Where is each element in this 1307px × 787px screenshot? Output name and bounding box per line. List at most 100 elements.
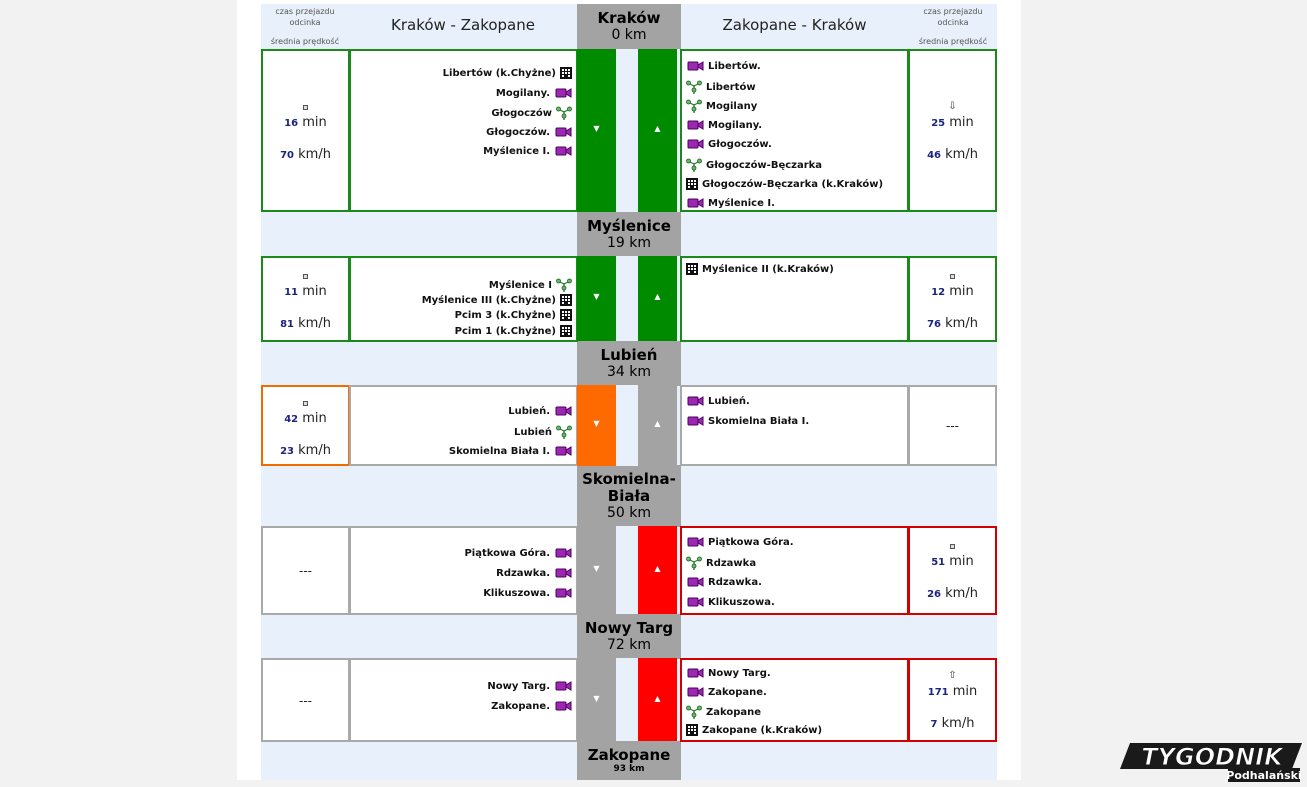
- camera-icon: [554, 87, 572, 99]
- no-data: ---: [299, 694, 312, 708]
- unit-min: min: [302, 284, 327, 299]
- segment-1-right-stats: ⇩ 25 min 46 km/h: [908, 49, 997, 212]
- measurement-point[interactable]: Myślenice III (k.Chyżne): [422, 293, 572, 307]
- measurement-point[interactable]: Rdzawka.: [686, 576, 762, 589]
- segment-5-right-points: Nowy Targ. Zakopane. Zakopane Zakopane (k.K…: [680, 658, 909, 742]
- measurement-point[interactable]: Klikuszowa.: [686, 596, 775, 609]
- measurement-point[interactable]: Rdzawka.: [496, 567, 572, 580]
- camera-icon: [554, 146, 572, 157]
- measurement-point[interactable]: Głogoczów.: [686, 138, 772, 151]
- caption-line: czas przejazdu: [275, 7, 335, 16]
- lane-divider: [616, 658, 638, 741]
- segment-3-lane-northbound[interactable]: ▲: [638, 385, 677, 466]
- camera-icon: [686, 668, 704, 679]
- measurement-point[interactable]: Lubień: [514, 425, 572, 439]
- unit-speed: km/h: [945, 316, 978, 331]
- city-km: 93 km: [613, 764, 645, 774]
- tygodnik-podhalanski-logo: TYGODNIK Podhalański: [1120, 739, 1302, 783]
- city-name: Skomielna-: [582, 470, 676, 488]
- segment-1-lane-southbound[interactable]: ▼: [577, 49, 616, 212]
- measurement-point[interactable]: Zakopane: [686, 705, 761, 719]
- city-marker-myslenice: Myślenice 19 km: [577, 212, 681, 256]
- camera-icon: [686, 61, 704, 72]
- measurement-point[interactable]: Libertów.: [686, 60, 761, 73]
- measurement-point[interactable]: Klikuszowa.: [483, 587, 572, 600]
- point-label: Myślenice I.: [708, 198, 775, 210]
- segment-5-lane-northbound[interactable]: ▲: [638, 658, 677, 741]
- lane-divider: [616, 49, 638, 212]
- measurement-point[interactable]: Lubień.: [508, 405, 572, 418]
- logo-word: TYGODNIK: [1141, 743, 1285, 771]
- point-label: Libertów (k.Chyżne): [442, 68, 556, 79]
- speed-value: 26: [927, 589, 941, 600]
- city-name: Nowy Targ: [584, 619, 674, 637]
- point-label: Skomielna Biała I.: [448, 446, 550, 457]
- measurement-point[interactable]: Libertów (k.Chyżne): [443, 67, 572, 80]
- unit-min: min: [949, 284, 974, 299]
- measurement-point[interactable]: Głogoczów: [491, 106, 572, 120]
- measurement-point[interactable]: Pcim 1 (k.Chyżne): [454, 324, 572, 338]
- segment-2-lane-southbound[interactable]: ▼: [577, 256, 616, 341]
- measurement-point[interactable]: Nowy Targ.: [487, 680, 572, 693]
- measurement-point[interactable]: Zakopane.: [686, 686, 767, 699]
- camera-icon: [686, 396, 704, 407]
- camera-icon: [554, 446, 572, 457]
- segment-4-lane-southbound[interactable]: ▼: [577, 526, 616, 614]
- page-background: czas przejazdu odcinka średnia prędkość …: [237, 0, 1021, 780]
- weather-station-icon: [686, 80, 702, 94]
- measurement-point[interactable]: Głogoczów.: [486, 126, 572, 139]
- point-label: Mogilany.: [495, 87, 550, 99]
- measurement-point[interactable]: Myślenice II (k.Kraków): [686, 263, 834, 276]
- weather-station-icon: [686, 705, 702, 719]
- measurement-point[interactable]: Zakopane.: [491, 700, 572, 713]
- measurement-point[interactable]: Piątkowa Góra.: [686, 536, 794, 549]
- measurement-point[interactable]: Głogoczów-Bęczarka (k.Kraków): [686, 177, 883, 191]
- segment-5-lane-southbound[interactable]: ▼: [577, 658, 616, 741]
- point-label: Libertów: [706, 81, 756, 93]
- segment-1-left-stats: 16 min 70 km/h: [261, 49, 350, 212]
- segment-5-right-stats: ⇧ 171 min 7 km/h: [908, 658, 997, 742]
- point-label: Pcim 1 (k.Chyżne): [454, 325, 556, 337]
- segment-2-left-stats: 11 min 81 km/h: [261, 256, 350, 342]
- city-km: 50 km: [606, 505, 651, 521]
- measurement-point[interactable]: Zakopane (k.Kraków): [686, 724, 822, 737]
- city-name: Lubień: [600, 346, 658, 364]
- caption-line: średnia prędkość: [918, 37, 988, 46]
- measurement-point[interactable]: Głogoczów-Bęczarka: [686, 158, 822, 172]
- measurement-point[interactable]: Nowy Targ.: [686, 667, 771, 680]
- measurement-point[interactable]: Mogilany.: [686, 119, 762, 132]
- measurement-point[interactable]: Skomielna Biała I.: [449, 445, 572, 458]
- camera-icon: [686, 577, 704, 588]
- traffic-board: czas przejazdu odcinka średnia prędkość …: [261, 4, 997, 780]
- point-label: Nowy Targ.: [708, 668, 771, 679]
- measurement-point[interactable]: Piątkowa Góra.: [464, 547, 572, 560]
- measurement-point[interactable]: Pcim 3 (k.Chyżne): [455, 309, 572, 322]
- segment-4-left-points: Piątkowa Góra. Rdzawka. Klikuszowa.: [349, 526, 578, 615]
- weather-station-icon: [686, 99, 702, 114]
- city-marker-skomielna: Skomielna- Biała 50 km: [577, 465, 681, 527]
- travel-time-value: 171: [927, 687, 949, 698]
- stat-indicator-icon: [950, 274, 955, 279]
- travel-time-value: 12: [931, 287, 946, 298]
- measurement-point[interactable]: Libertów: [686, 80, 756, 94]
- measurement-point[interactable]: Myślenice I.: [686, 197, 775, 210]
- measurement-point[interactable]: Mogilany: [686, 99, 757, 114]
- segment-1-lane-northbound[interactable]: ▲: [638, 49, 677, 212]
- measurement-point[interactable]: Lubień.: [686, 395, 750, 408]
- city-marker-krakow: Kraków 0 km: [577, 4, 681, 49]
- measurement-point[interactable]: Skomielna Biała I.: [686, 415, 809, 428]
- right-column-caption: czas przejazdu odcinka średnia prędkość: [909, 6, 997, 47]
- point-label: Piątkowa Góra.: [464, 548, 550, 559]
- unit-speed: km/h: [298, 443, 331, 458]
- weather-station-icon: [556, 425, 572, 439]
- measurement-point[interactable]: Myślenice I: [489, 278, 572, 292]
- measurement-point[interactable]: Mogilany.: [496, 87, 572, 100]
- segment-4-right-points: Piątkowa Góra. Rdzawka Rdzawka. Klikuszowa.: [680, 526, 909, 615]
- segment-2-lane-northbound[interactable]: ▲: [638, 256, 677, 341]
- measurement-point[interactable]: Myślenice I.: [483, 145, 572, 158]
- segment-3-lane-southbound[interactable]: ▼: [577, 385, 616, 466]
- measurement-point[interactable]: Rdzawka: [686, 556, 756, 570]
- segment-3-right-stats: ---: [908, 385, 997, 466]
- camera-icon: [554, 701, 572, 712]
- segment-4-lane-northbound[interactable]: ▲: [638, 526, 677, 614]
